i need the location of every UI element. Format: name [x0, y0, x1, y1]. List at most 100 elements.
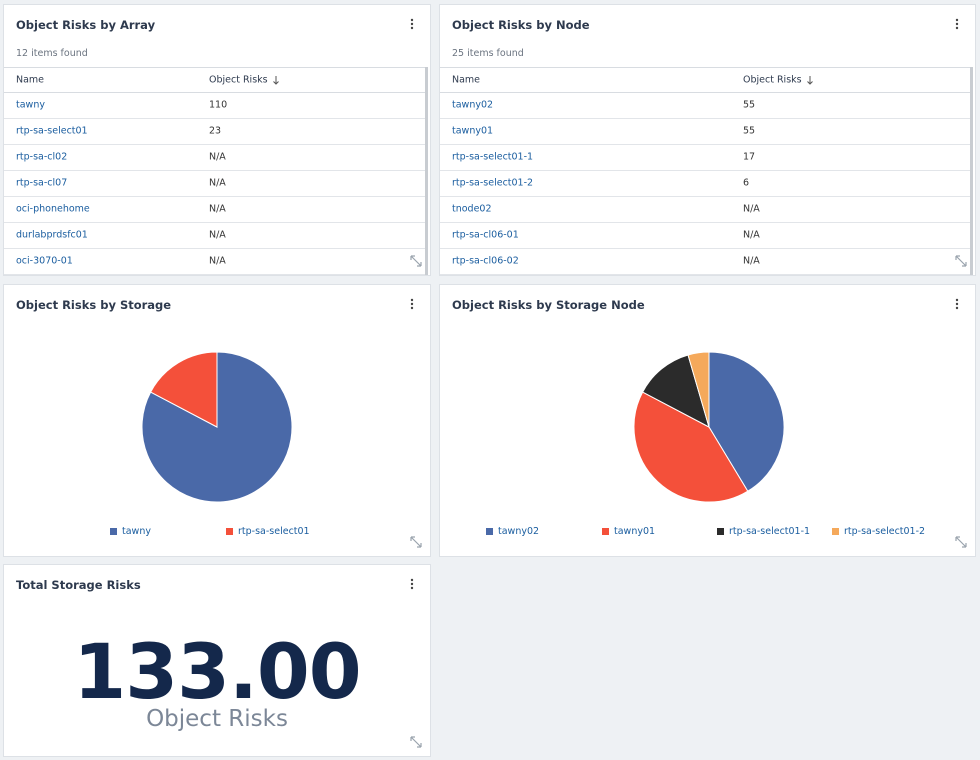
row-name[interactable]: oci-phonehome	[16, 203, 90, 215]
row-name[interactable]: rtp-sa-cl06-02	[452, 255, 519, 267]
table-row: tnode02 N/A	[440, 196, 971, 223]
row-value: N/A	[743, 255, 760, 267]
expand-icon	[410, 736, 422, 748]
menu-button[interactable]	[410, 298, 414, 310]
legend-swatch	[110, 528, 117, 535]
legend-swatch	[832, 528, 839, 535]
pie-slice[interactable]	[708, 351, 785, 492]
row-value: 110	[209, 99, 228, 111]
column-header[interactable]: Object Risks	[209, 74, 268, 86]
legend-swatch	[226, 528, 233, 535]
pie-slice[interactable]	[687, 351, 710, 428]
table-row: rtp-sa-select01-1 17	[440, 144, 971, 171]
table-row: tawny02 55	[440, 92, 971, 119]
row-name[interactable]: rtp-sa-cl07	[16, 177, 68, 189]
legend-item[interactable]: rtp-sa-select01-2	[832, 526, 925, 537]
panel-title: Object Risks by Array	[16, 18, 156, 32]
legend-label: rtp-sa-select01-2	[844, 526, 926, 537]
legend-swatch	[602, 528, 609, 535]
total-value: 133.00	[73, 627, 361, 716]
legend-label: tawny	[122, 526, 151, 537]
table-row: tawny01 55	[440, 118, 971, 145]
pie-slice[interactable]	[641, 354, 710, 428]
pie-slice[interactable]	[633, 391, 749, 503]
row-name[interactable]: tawny02	[452, 99, 494, 111]
item-count: 25 items found	[452, 48, 524, 59]
row-name[interactable]: rtp-sa-select01	[16, 125, 88, 137]
legend-label: rtp-sa-select01	[238, 526, 310, 537]
table-header: Name Object Risks	[440, 67, 971, 93]
table-row: durlabprdsfc01 N/A	[4, 222, 426, 249]
table-header: Name Object Risks	[4, 67, 426, 93]
legend-item[interactable]: rtp-sa-select01	[226, 526, 310, 537]
table-row: rtp-sa-cl07 N/A	[4, 170, 426, 197]
expand-icon	[410, 536, 422, 548]
row-name[interactable]: oci-3070-01	[16, 255, 73, 267]
legend-item[interactable]: rtp-sa-select01-1	[717, 526, 810, 537]
row-value: N/A	[209, 255, 226, 267]
row-value: N/A	[743, 203, 760, 215]
row-name[interactable]: durlabprdsfc01	[16, 229, 88, 241]
row-value: 55	[743, 125, 756, 137]
legend-label: rtp-sa-select01-1	[729, 526, 811, 537]
column-header[interactable]: Name	[16, 74, 45, 86]
row-name[interactable]: rtp-sa-cl06-01	[452, 229, 519, 241]
row-value: N/A	[209, 203, 226, 215]
table-row: tawny 110	[4, 92, 426, 119]
expand-button[interactable]	[955, 536, 967, 548]
expand-icon	[410, 255, 422, 267]
row-name[interactable]: rtp-sa-select01-2	[452, 177, 534, 189]
column-header[interactable]: Name	[452, 74, 481, 86]
row-value: N/A	[743, 229, 760, 241]
legend-item[interactable]: tawny	[110, 526, 151, 537]
sort-icon	[807, 76, 813, 85]
scrollbar[interactable]	[425, 67, 428, 275]
pie-chart	[141, 351, 293, 503]
legend-label: tawny01	[614, 526, 656, 537]
item-count: 12 items found	[16, 48, 88, 59]
legend-item[interactable]: tawny01	[602, 526, 655, 537]
table-row: oci-phonehome N/A	[4, 196, 426, 223]
table-row: rtp-sa-select01 23	[4, 118, 426, 145]
panel: Total Storage Risks 133.00 Object Risks	[3, 564, 431, 757]
panel-title: Object Risks by Storage	[16, 298, 172, 312]
pie-chart	[633, 351, 785, 503]
table-row: rtp-sa-cl06-02 N/A	[440, 248, 971, 275]
menu-button[interactable]	[955, 298, 959, 310]
row-name[interactable]: tawny01	[452, 125, 494, 137]
expand-button[interactable]	[410, 255, 422, 267]
total-label: Object Risks	[146, 706, 288, 732]
row-value: 55	[743, 99, 756, 111]
panel: Object Risks by Node 25 items found Name…	[439, 4, 976, 276]
row-name[interactable]: rtp-sa-cl02	[16, 151, 68, 163]
legend-item[interactable]: tawny02	[486, 526, 539, 537]
row-value: 17	[743, 151, 756, 163]
menu-button[interactable]	[955, 18, 959, 30]
expand-icon	[955, 536, 967, 548]
table-row: rtp-sa-select01-2 6	[440, 170, 971, 197]
expand-button[interactable]	[955, 255, 967, 267]
sort-arrow	[807, 76, 813, 85]
row-value: 23	[209, 125, 222, 137]
table-row: rtp-sa-cl06-01 N/A	[440, 222, 971, 249]
column-header[interactable]: Object Risks	[743, 74, 802, 86]
table-row: rtp-sa-cl02 N/A	[4, 144, 426, 171]
pie-slice[interactable]	[149, 351, 218, 428]
panel-title: Object Risks by Node	[452, 18, 590, 32]
menu-button[interactable]	[410, 578, 414, 590]
panel: Object Risks by Storage tawny rtp-sa-sele…	[3, 284, 431, 557]
row-name[interactable]: tnode02	[452, 203, 492, 215]
row-name[interactable]: rtp-sa-select01-1	[452, 151, 534, 163]
sort-arrow	[273, 76, 279, 85]
table-row: oci-3070-01 N/A	[4, 248, 426, 275]
row-value: N/A	[209, 151, 226, 163]
scrollbar[interactable]	[970, 67, 973, 275]
legend-swatch	[486, 528, 493, 535]
row-name[interactable]: tawny	[16, 99, 45, 111]
expand-icon	[955, 255, 967, 267]
expand-button[interactable]	[410, 536, 422, 548]
menu-button[interactable]	[410, 18, 414, 30]
sort-icon	[273, 76, 279, 85]
expand-button[interactable]	[410, 736, 422, 748]
